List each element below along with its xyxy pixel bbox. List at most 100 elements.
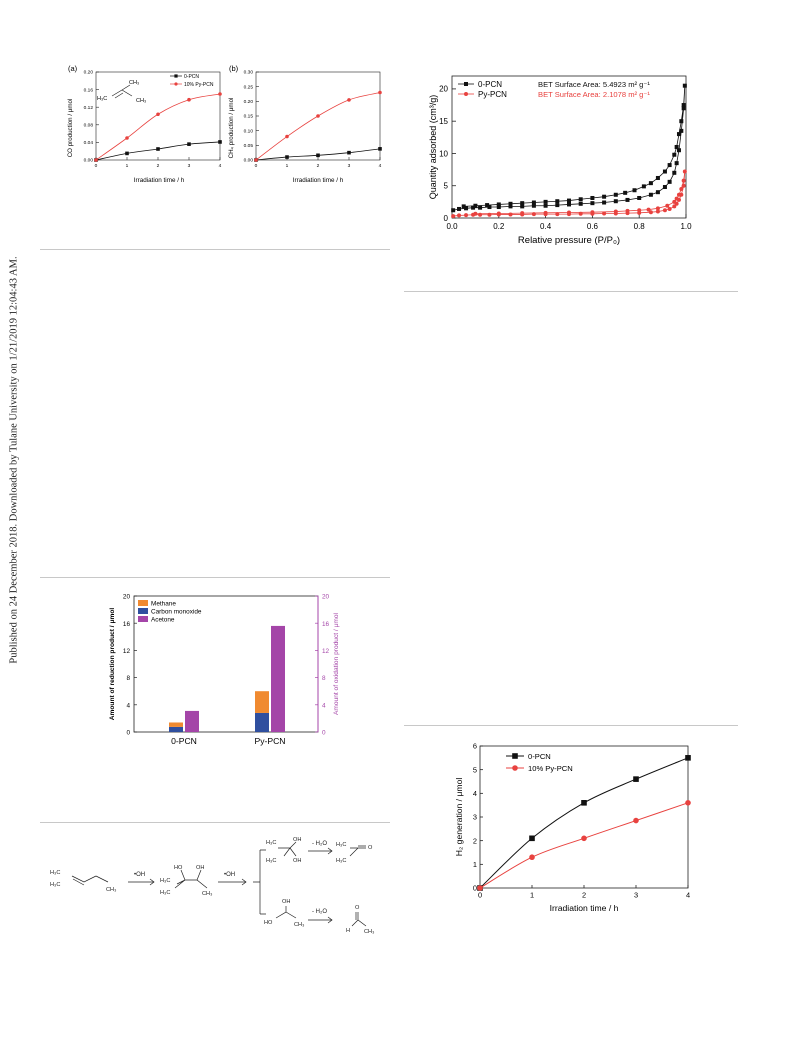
- isotherm-point: [543, 210, 548, 215]
- legend-marker: [464, 92, 468, 96]
- svg-text:H₃C: H₃C: [97, 96, 107, 102]
- isotherm-point: [464, 213, 469, 218]
- data-point: [581, 835, 587, 842]
- y-tick-label: 0.00: [244, 158, 254, 164]
- divider: [404, 725, 738, 726]
- isotherm-point: [623, 190, 628, 195]
- category-label: 0-PCN: [171, 736, 197, 746]
- hydroxyl-radical-2: •OH: [224, 872, 235, 878]
- y2-tick-label: 16: [322, 621, 330, 628]
- y-tick-label: 5: [444, 182, 449, 191]
- svg-text:CH₃: CH₃: [136, 98, 146, 104]
- isotherm-point: [508, 204, 513, 209]
- legend-label: 0-PCN: [478, 80, 502, 89]
- divider: [404, 291, 738, 292]
- isotherm-point: [496, 202, 501, 207]
- legend-swatch: [138, 608, 148, 614]
- isotherm-point: [543, 199, 548, 204]
- svg-text:CH₃: CH₃: [106, 887, 116, 893]
- bar-methane: [169, 722, 183, 727]
- bet-xlabel: Relative pressure (P/P₀): [518, 235, 620, 246]
- y-tick-label: 0.05: [244, 143, 254, 149]
- isotherm-point: [602, 194, 607, 199]
- isotherm-point: [632, 188, 637, 193]
- isotherm-point: [655, 209, 660, 214]
- series-line: [479, 802, 689, 889]
- isotherm-point: [679, 186, 684, 191]
- panel-a-label: (a): [68, 64, 78, 73]
- data-point: [378, 90, 382, 95]
- isotherm-point: [496, 211, 501, 216]
- svg-text:H₃C: H₃C: [336, 858, 346, 864]
- svg-text:H₃C: H₃C: [50, 870, 60, 876]
- products-bar-figure: 0 4 8 12 16 20 0 4 8 12 16 20 Amount of reduction pr…: [109, 594, 340, 746]
- y-tick-label: 8: [126, 675, 130, 682]
- y-tick-label: 0.10: [244, 128, 254, 134]
- legend-marker: [512, 765, 518, 771]
- y-tick-label: 0.20: [84, 70, 94, 76]
- isotherm-point: [655, 190, 660, 195]
- isotherm-point: [667, 206, 672, 211]
- isotherm-point: [567, 210, 571, 215]
- co-ylabel: CO production / μmol: [67, 99, 74, 158]
- legend-marker: [512, 753, 518, 759]
- x-tick-label: 4: [379, 163, 382, 169]
- data-point: [187, 142, 191, 146]
- y-tick-label: 0.15: [244, 114, 254, 120]
- isotherm-point: [667, 179, 672, 184]
- y-tick-label: 6: [473, 742, 477, 751]
- isotherm-point: [520, 204, 525, 209]
- legend-label: 0-PCN: [528, 752, 551, 761]
- legend: 0-PCN 10% Py-PCN: [170, 74, 214, 88]
- data-point: [218, 92, 222, 96]
- legend-label: Carbon monoxide: [151, 609, 202, 616]
- isotherm-point: [464, 206, 469, 211]
- legend-label: 0-PCN: [184, 74, 199, 80]
- bar-carbon-monoxide: [255, 712, 269, 732]
- isotherm-point: [520, 211, 525, 216]
- divider: [40, 822, 390, 823]
- x-tick-label: 2: [317, 163, 320, 169]
- isotherm-point: [682, 169, 687, 174]
- svg-text:HO: HO: [264, 920, 273, 926]
- isotherm-point: [555, 212, 560, 217]
- isotherm-point: [662, 208, 667, 213]
- series-line: [255, 92, 381, 161]
- data-point: [378, 147, 382, 151]
- x-tick-label: 4: [219, 163, 222, 169]
- svg-text:OH: OH: [196, 865, 204, 871]
- y-tick-label: 5: [473, 765, 477, 774]
- y-tick-label: 3: [473, 813, 477, 822]
- isotherm-point: [681, 178, 686, 183]
- y-tick-label: 0: [126, 730, 130, 737]
- isotherm-point: [682, 83, 687, 88]
- isotherm-point: [681, 103, 686, 108]
- co-xlabel: Irradiation time / h: [134, 177, 185, 184]
- data-point: [94, 158, 98, 162]
- x-tick-label: 1: [126, 163, 129, 169]
- data-point: [316, 153, 320, 158]
- divider: [40, 577, 390, 578]
- isotherm-point: [679, 119, 684, 124]
- y-tick-label: 0.12: [84, 105, 94, 111]
- data-point: [285, 155, 289, 159]
- y-tick-label: 0.30: [244, 70, 254, 76]
- svg-text:OH: OH: [293, 837, 301, 843]
- isotherm-point: [648, 210, 653, 215]
- isotherm-point: [676, 132, 681, 137]
- bet-isotherm-figure: 0 5 10 15 20 0.0 0.2 0.4 0.6 0.8 1.0 Relative press…: [428, 75, 692, 246]
- y-tick-label: 4: [473, 789, 477, 798]
- legend-swatch: [138, 600, 148, 606]
- legend-label: Acetone: [151, 617, 175, 624]
- bar-methane: [255, 691, 269, 713]
- legend-swatch: [138, 616, 148, 622]
- bar-acetone: [271, 625, 285, 732]
- y-tick-label: 0.08: [84, 122, 94, 128]
- isotherm-point: [487, 212, 492, 217]
- isotherm-point: [662, 169, 667, 174]
- isotherm-point: [613, 199, 618, 204]
- svg-text:H₃C: H₃C: [160, 878, 170, 884]
- legend-marker: [464, 82, 468, 86]
- isotherm-point: [543, 203, 548, 208]
